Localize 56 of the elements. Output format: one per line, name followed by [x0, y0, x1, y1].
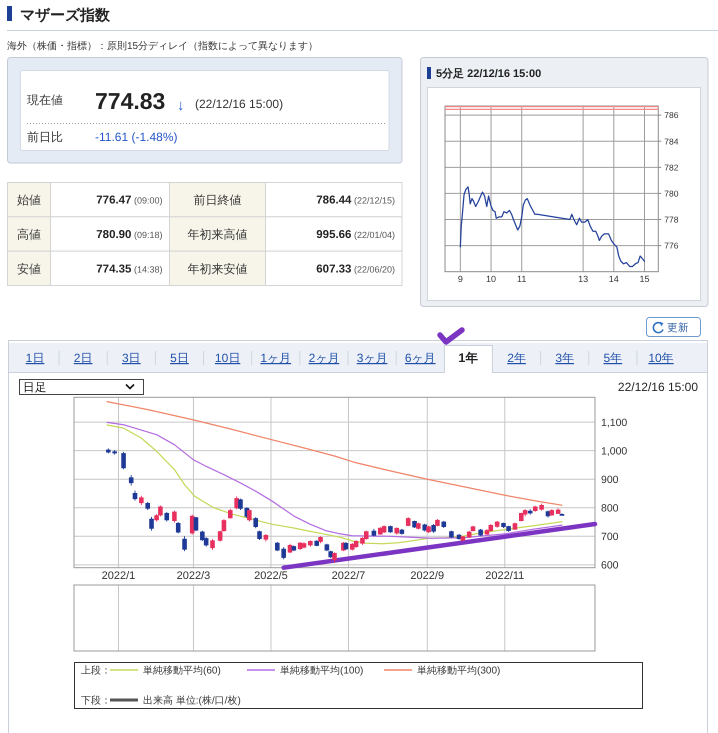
text: 3ヶ月	[356, 351, 388, 365]
text: 3年	[555, 351, 574, 365]
text: 1ヶ月	[260, 351, 292, 365]
x-tick-label: 2022/9	[410, 570, 444, 582]
y-tick-label: 700	[601, 531, 619, 544]
text: 1日	[26, 351, 44, 365]
text: 1年	[458, 351, 478, 365]
text: ↓	[177, 97, 184, 114]
text: マザーズ指数	[20, 7, 111, 24]
legend-label: 単純移動平均(300)	[417, 664, 500, 676]
text: 774.83	[95, 88, 166, 114]
text: -11.61 (-1.48%)	[95, 130, 178, 144]
y-tick-label: 784	[664, 136, 678, 146]
text: 10日	[214, 351, 240, 365]
x-tick-label: 2022/5	[254, 570, 288, 582]
y-tick-label: 778	[664, 214, 678, 225]
y-tick-label: 600	[601, 560, 619, 572]
text: 10年	[648, 351, 674, 365]
text: 5日	[170, 351, 189, 365]
y-tick-label: 900	[601, 474, 619, 486]
x-tick-label: 2022/7	[332, 570, 366, 582]
text: 2ヶ月	[308, 351, 340, 365]
x-tick-label: 13	[578, 274, 588, 284]
x-tick-label: 2022/1	[102, 570, 136, 582]
x-tick-label: 10	[486, 274, 496, 284]
x-tick-label: 9	[458, 274, 463, 284]
legend-label: 単純移動平均(60)	[143, 664, 221, 676]
text: 海外（株価・指標）：原則15分ディレイ（指数によって異なります）	[7, 40, 318, 52]
y-tick-label: 1,000	[601, 445, 628, 458]
text: 6ヶ月	[404, 351, 436, 365]
text: (22/12/16 15:00)	[195, 97, 284, 111]
x-tick-label: 2022/11	[485, 570, 524, 582]
text: 3日	[122, 351, 141, 365]
y-tick-label: 1,100	[601, 416, 628, 429]
text: 2年	[507, 351, 526, 365]
legend-label: 単純移動平均(100)	[280, 664, 364, 676]
table: 始値 776.47 (09:00) 前日終値 786.44 (22/12/15) 高値 780.90 (09:18) 年初来高値 995.66 (22/01/04) 安値 774.35 (14:38) 年初来安値 607.33 (22/06/20)	[7, 182, 402, 286]
text: 2日	[74, 351, 92, 365]
y-tick-label: 800	[601, 502, 619, 515]
text: 前日比	[27, 130, 63, 144]
legend-title: 上段：	[81, 664, 111, 676]
legend: 下段： 出来高 単位:(株/口/枚)	[81, 696, 241, 706]
text: 更新	[667, 321, 689, 334]
text: 日足	[23, 381, 47, 394]
x-tick-label: 2022/3	[176, 570, 210, 582]
y-tick-label: 780	[664, 188, 678, 198]
y-tick-label: 786	[664, 110, 678, 120]
text: 5年	[604, 351, 622, 365]
x-tick-label: 11	[517, 274, 526, 284]
y-tick-label: 776	[664, 240, 678, 251]
x-tick-label: 15	[639, 274, 650, 284]
chart-title: 5分足 22/12/16 15:00	[436, 67, 542, 80]
text: 現在値	[27, 93, 63, 107]
x-tick-label: 14	[608, 274, 619, 284]
text: 22/12/16 15:00	[618, 380, 698, 394]
y-tick-label: 782	[664, 162, 678, 172]
